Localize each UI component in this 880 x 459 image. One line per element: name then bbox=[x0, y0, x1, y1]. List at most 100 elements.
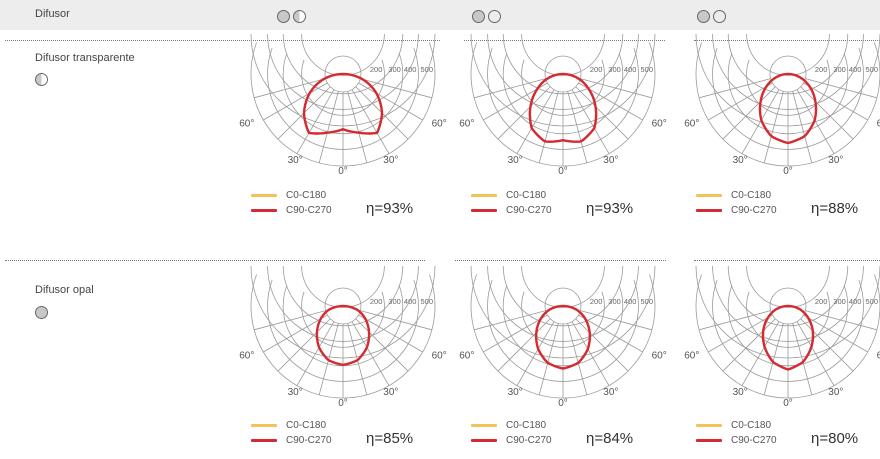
radial-tick-label: 400 bbox=[404, 65, 417, 74]
legend-entry-c0-c180: C0-C180 bbox=[696, 418, 777, 433]
polar-radial-line bbox=[497, 86, 551, 140]
radial-tick-label: 500 bbox=[865, 297, 878, 306]
radial-tick-label: 500 bbox=[420, 297, 433, 306]
angle-label: 60° bbox=[684, 118, 699, 129]
polar-radial-line bbox=[318, 91, 339, 163]
polar-radial-line bbox=[805, 78, 877, 99]
legend-swatch bbox=[471, 194, 497, 197]
angle-label: 60° bbox=[684, 350, 699, 361]
angle-label: 60° bbox=[877, 350, 880, 361]
angle-label: 30° bbox=[508, 155, 523, 166]
full-circle-icon bbox=[697, 10, 710, 23]
angle-label: 0° bbox=[338, 398, 348, 409]
header-label: Difusor bbox=[35, 8, 70, 20]
legend-entry-c90-c270: C90-C270 bbox=[696, 433, 777, 448]
polar-radial-line bbox=[699, 310, 771, 331]
angle-label: 30° bbox=[828, 155, 843, 166]
polar-radial-line bbox=[796, 89, 835, 154]
radial-tick-label: 300 bbox=[833, 297, 846, 306]
polar-radial-line bbox=[483, 314, 548, 353]
legend-swatch bbox=[251, 424, 277, 427]
legend-label: C0-C180 bbox=[731, 420, 772, 431]
radial-tick-label: 200 bbox=[370, 65, 383, 74]
radial-tick-label: 400 bbox=[849, 297, 862, 306]
legend-label: C0-C180 bbox=[286, 420, 327, 431]
angle-label: 30° bbox=[733, 155, 748, 166]
polar-radial-line bbox=[355, 318, 409, 372]
polar-grid-ring bbox=[521, 265, 605, 308]
polar-radial-line bbox=[351, 321, 390, 386]
polar-radial-line bbox=[538, 91, 559, 163]
polar-radial-line bbox=[722, 86, 776, 140]
radial-tick-label: 200 bbox=[590, 297, 603, 306]
angle-label: 60° bbox=[459, 350, 474, 361]
polar-radial-line bbox=[722, 318, 776, 372]
angle-label: 60° bbox=[239, 118, 254, 129]
polar-radial-line bbox=[347, 91, 368, 163]
polar-radial-line bbox=[805, 310, 877, 331]
polar-radial-line bbox=[360, 78, 432, 99]
legend-swatch bbox=[471, 209, 497, 212]
polar-radial-line bbox=[741, 89, 780, 154]
legend-swatch bbox=[251, 439, 277, 442]
angle-label: 60° bbox=[652, 350, 667, 361]
angle-label: 30° bbox=[828, 387, 843, 398]
polar-radial-line bbox=[351, 89, 390, 154]
efficiency-label: η=85% bbox=[366, 430, 414, 447]
polar-radial-line bbox=[803, 82, 868, 121]
polar-radial-line bbox=[571, 89, 610, 154]
polar-grid-ring bbox=[301, 265, 385, 308]
legend-label: C0-C180 bbox=[506, 420, 547, 431]
polar-radial-line bbox=[571, 321, 610, 386]
legend-label: C90-C270 bbox=[506, 435, 552, 446]
radial-tick-label: 400 bbox=[624, 65, 637, 74]
polar-radial-line bbox=[575, 86, 629, 140]
half-circle-icon bbox=[35, 73, 48, 86]
angle-label: 0° bbox=[783, 398, 793, 409]
polar-radial-line bbox=[708, 314, 773, 353]
polar-radial-line bbox=[803, 314, 868, 353]
radial-tick-label: 400 bbox=[624, 297, 637, 306]
radial-tick-label: 300 bbox=[388, 297, 401, 306]
polar-grid-ring bbox=[746, 265, 830, 308]
diagram-legend: C0-C180 C90-C270 bbox=[251, 418, 332, 448]
polar-radial-line bbox=[796, 321, 835, 386]
polar-grid-ring bbox=[301, 33, 385, 76]
polar-radial-line bbox=[263, 82, 328, 121]
angle-label: 0° bbox=[558, 166, 568, 177]
radial-tick-label: 300 bbox=[833, 65, 846, 74]
legend-swatch bbox=[696, 424, 722, 427]
legend-label: C0-C180 bbox=[286, 190, 327, 201]
legend-entry-c0-c180: C0-C180 bbox=[251, 418, 332, 433]
angle-label: 0° bbox=[338, 166, 348, 177]
polar-radial-line bbox=[358, 82, 423, 121]
angle-label: 30° bbox=[603, 155, 618, 166]
polar-radial-line bbox=[575, 318, 629, 372]
polar-radial-line bbox=[358, 314, 423, 353]
polar-radial-line bbox=[474, 78, 546, 99]
angle-label: 60° bbox=[239, 350, 254, 361]
legend-entry-c0-c180: C0-C180 bbox=[471, 418, 552, 433]
polar-radial-line bbox=[708, 82, 773, 121]
legend-label: C90-C270 bbox=[731, 435, 777, 446]
polar-radial-line bbox=[497, 318, 551, 372]
radial-tick-label: 300 bbox=[388, 65, 401, 74]
curve-c90-c270 bbox=[528, 72, 598, 143]
polar-radial-line bbox=[800, 86, 854, 140]
polar-radial-line bbox=[277, 318, 331, 372]
row-divider bbox=[5, 260, 425, 261]
header-bar bbox=[0, 0, 880, 30]
curve-c90-c270 bbox=[758, 72, 818, 145]
curve-c90-c270 bbox=[534, 304, 592, 370]
efficiency-label: η=93% bbox=[366, 200, 414, 217]
legend-label: C90-C270 bbox=[731, 205, 777, 216]
angle-label: 30° bbox=[383, 387, 398, 398]
polar-radial-line bbox=[578, 314, 643, 353]
legend-swatch bbox=[251, 194, 277, 197]
efficiency-label: η=88% bbox=[811, 200, 859, 217]
legend-label: C0-C180 bbox=[731, 190, 772, 201]
row-label-opal: Difusor opal bbox=[35, 284, 94, 296]
